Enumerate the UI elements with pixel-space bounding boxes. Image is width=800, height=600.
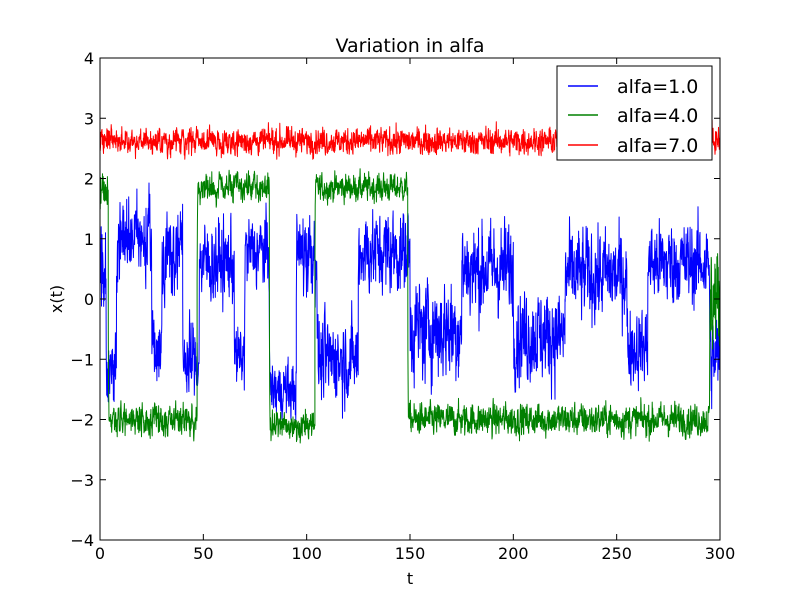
legend: alfa=1.0 alfa=4.0 alfa=7.0 [556, 65, 713, 161]
x-tick-label: 0 [95, 544, 105, 563]
legend-label-alfa-1: alfa=1.0 [617, 76, 698, 98]
y-tick-label: 3 [84, 109, 94, 128]
y-tick-label: −3 [70, 471, 94, 490]
x-tick-label: 250 [601, 544, 632, 563]
x-tick-label: 300 [705, 544, 736, 563]
x-tick-label: 200 [498, 544, 529, 563]
chart-title: Variation in alfa [336, 35, 485, 57]
y-tick-label: 1 [84, 230, 94, 249]
tick-layer: 0 50 100 150 200 250 300 4 3 2 1 0 −1 −2 −3 −4 [70, 49, 735, 563]
x-tick-label: 50 [193, 544, 213, 563]
y-tick-label: 2 [84, 170, 94, 189]
legend-label-alfa-7: alfa=7.0 [617, 135, 698, 157]
x-axis-label: t [407, 569, 413, 588]
x-tick-label: 150 [395, 544, 426, 563]
y-axis-label: x(t) [47, 285, 66, 313]
y-tick-label: −2 [70, 411, 94, 430]
series-line-alfa-1-0 [100, 182, 720, 421]
series-line-alfa-4-0 [100, 168, 720, 444]
y-tick-label: 4 [84, 49, 94, 68]
legend-label-alfa-4: alfa=4.0 [617, 105, 698, 127]
y-tick-label: −4 [70, 531, 94, 550]
x-tick-label: 100 [291, 544, 322, 563]
y-tick-label: 0 [84, 290, 94, 309]
y-tick-label: −1 [70, 350, 94, 369]
